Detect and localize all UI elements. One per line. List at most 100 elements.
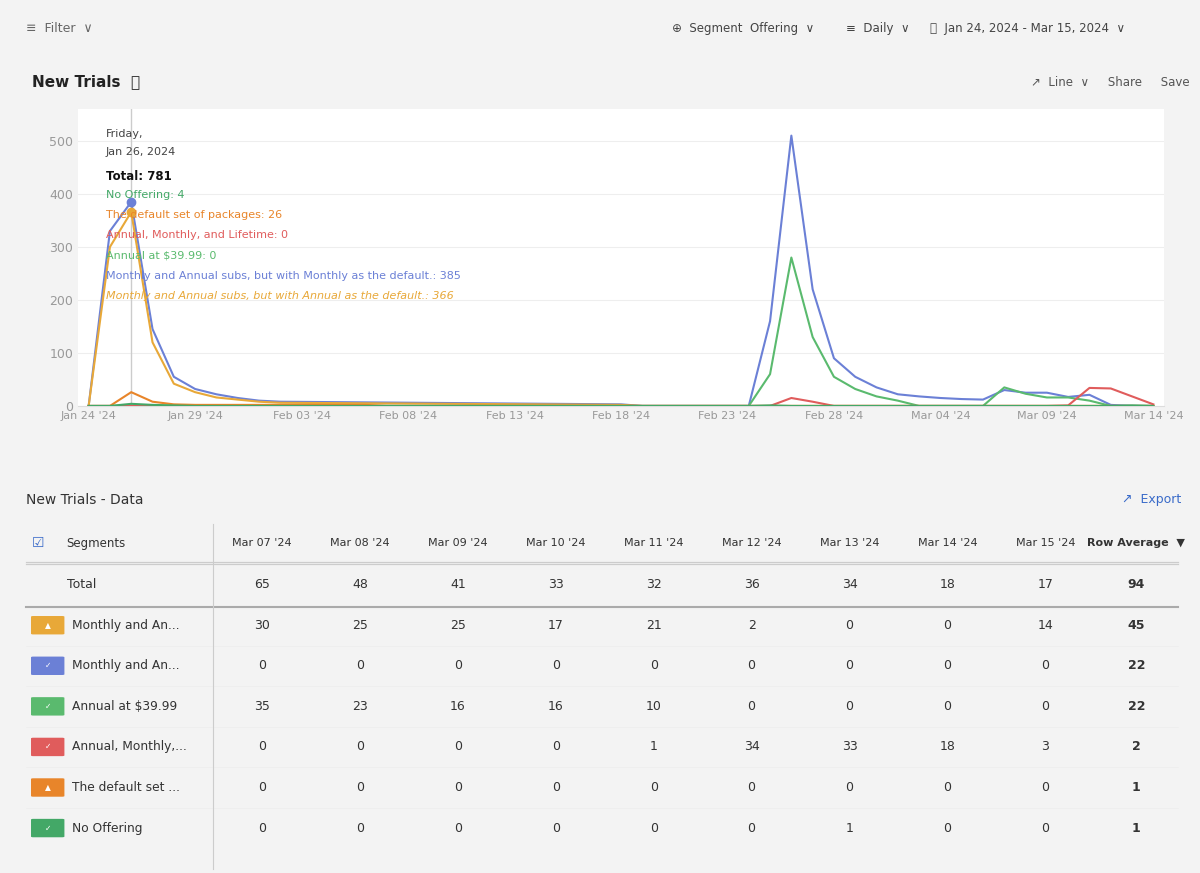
Text: 30: 30 — [254, 619, 270, 632]
Text: 48: 48 — [352, 578, 368, 591]
Text: ▲: ▲ — [44, 783, 50, 792]
Text: ▲: ▲ — [44, 621, 50, 629]
Text: 0: 0 — [454, 781, 462, 794]
Text: 34: 34 — [744, 740, 760, 753]
Text: 0: 0 — [258, 781, 266, 794]
Text: Total: Total — [67, 578, 96, 591]
Text: No Offering: No Offering — [72, 821, 143, 835]
Text: 0: 0 — [649, 659, 658, 672]
Text: 0: 0 — [454, 821, 462, 835]
Text: Mar 07 '24: Mar 07 '24 — [232, 538, 292, 548]
Text: Row Average  ▼: Row Average ▼ — [1087, 538, 1186, 548]
Text: 0: 0 — [1042, 781, 1049, 794]
Text: 33: 33 — [548, 578, 564, 591]
Text: 1: 1 — [846, 821, 853, 835]
Text: 🗓  Jan 24, 2024 - Mar 15, 2024  ∨: 🗓 Jan 24, 2024 - Mar 15, 2024 ∨ — [930, 22, 1126, 35]
Text: 0: 0 — [258, 659, 266, 672]
Text: 2: 2 — [748, 619, 756, 632]
Text: 0: 0 — [552, 781, 559, 794]
Text: ✓: ✓ — [44, 823, 50, 833]
Text: 34: 34 — [841, 578, 857, 591]
Text: 0: 0 — [356, 781, 364, 794]
Text: 0: 0 — [356, 740, 364, 753]
Text: 0: 0 — [748, 821, 756, 835]
Text: 1: 1 — [1132, 821, 1141, 835]
Text: ✓: ✓ — [44, 742, 50, 752]
Text: 0: 0 — [1042, 700, 1049, 713]
Text: Annual at $39.99: 0: Annual at $39.99: 0 — [106, 251, 216, 261]
Text: ✓: ✓ — [44, 702, 50, 711]
Text: 0: 0 — [846, 619, 853, 632]
Text: Annual, Monthly, and Lifetime: 0: Annual, Monthly, and Lifetime: 0 — [106, 230, 288, 240]
FancyBboxPatch shape — [31, 698, 65, 716]
Text: Monthly and Annual subs, but with Annual as the default.: 366: Monthly and Annual subs, but with Annual… — [106, 292, 454, 301]
Text: No Offering: 4: No Offering: 4 — [106, 190, 185, 200]
Text: Annual, Monthly,...: Annual, Monthly,... — [72, 740, 187, 753]
Text: ≡  Daily  ∨: ≡ Daily ∨ — [846, 22, 910, 35]
FancyBboxPatch shape — [31, 819, 65, 837]
Text: Monthly and An...: Monthly and An... — [72, 659, 180, 672]
Text: 10: 10 — [646, 700, 661, 713]
Text: 22: 22 — [1128, 700, 1145, 713]
Text: 0: 0 — [943, 821, 952, 835]
Text: Monthly and Annual subs, but with Monthly as the default.: 385: Monthly and Annual subs, but with Monthl… — [106, 271, 461, 281]
Text: 25: 25 — [352, 619, 368, 632]
Text: 45: 45 — [1128, 619, 1145, 632]
FancyBboxPatch shape — [31, 616, 65, 635]
Text: Mar 15 '24: Mar 15 '24 — [1015, 538, 1075, 548]
Text: 0: 0 — [649, 821, 658, 835]
Text: 2: 2 — [1132, 740, 1141, 753]
Text: New Trials - Data: New Trials - Data — [26, 492, 144, 507]
Text: Total: 781: Total: 781 — [106, 169, 172, 182]
Text: 0: 0 — [943, 700, 952, 713]
Text: 0: 0 — [846, 700, 853, 713]
Text: Segments: Segments — [67, 537, 126, 550]
Text: 0: 0 — [1042, 659, 1049, 672]
Text: 65: 65 — [254, 578, 270, 591]
Text: ↗  Export: ↗ Export — [1122, 493, 1181, 506]
Text: 23: 23 — [352, 700, 367, 713]
Text: ✓: ✓ — [44, 661, 50, 670]
Text: Mar 10 '24: Mar 10 '24 — [526, 538, 586, 548]
Text: Jan 26, 2024: Jan 26, 2024 — [106, 148, 176, 157]
Text: 94: 94 — [1128, 578, 1145, 591]
Text: 0: 0 — [846, 781, 853, 794]
Text: 21: 21 — [646, 619, 661, 632]
Text: 22: 22 — [1128, 659, 1145, 672]
Text: 1: 1 — [1132, 781, 1141, 794]
Text: Mar 08 '24: Mar 08 '24 — [330, 538, 390, 548]
Text: 1: 1 — [649, 740, 658, 753]
Text: 18: 18 — [940, 740, 955, 753]
Text: Annual at $39.99: Annual at $39.99 — [72, 700, 178, 713]
Text: 14: 14 — [1038, 619, 1054, 632]
Text: 25: 25 — [450, 619, 466, 632]
Text: 0: 0 — [748, 700, 756, 713]
FancyBboxPatch shape — [31, 738, 65, 756]
Text: 16: 16 — [450, 700, 466, 713]
Text: 0: 0 — [454, 659, 462, 672]
FancyBboxPatch shape — [31, 656, 65, 675]
Text: 17: 17 — [548, 619, 564, 632]
Text: 0: 0 — [552, 659, 559, 672]
Text: ☑: ☑ — [32, 536, 44, 550]
Text: ≡  Filter  ∨: ≡ Filter ∨ — [26, 22, 94, 35]
Text: 36: 36 — [744, 578, 760, 591]
Text: 41: 41 — [450, 578, 466, 591]
Text: Mar 09 '24: Mar 09 '24 — [428, 538, 487, 548]
Text: 35: 35 — [254, 700, 270, 713]
Text: 0: 0 — [649, 781, 658, 794]
Text: 16: 16 — [548, 700, 564, 713]
Text: ⊕  Segment  Offering  ∨: ⊕ Segment Offering ∨ — [672, 22, 815, 35]
Text: 0: 0 — [356, 659, 364, 672]
Text: 18: 18 — [940, 578, 955, 591]
Text: Mar 11 '24: Mar 11 '24 — [624, 538, 684, 548]
Text: 33: 33 — [841, 740, 857, 753]
Text: 0: 0 — [943, 619, 952, 632]
Text: 0: 0 — [552, 740, 559, 753]
Text: The default set ...: The default set ... — [72, 781, 180, 794]
Text: Mar 12 '24: Mar 12 '24 — [721, 538, 781, 548]
Text: Mar 14 '24: Mar 14 '24 — [918, 538, 977, 548]
Text: 0: 0 — [943, 781, 952, 794]
Text: Friday,: Friday, — [106, 129, 143, 139]
Text: 0: 0 — [943, 659, 952, 672]
